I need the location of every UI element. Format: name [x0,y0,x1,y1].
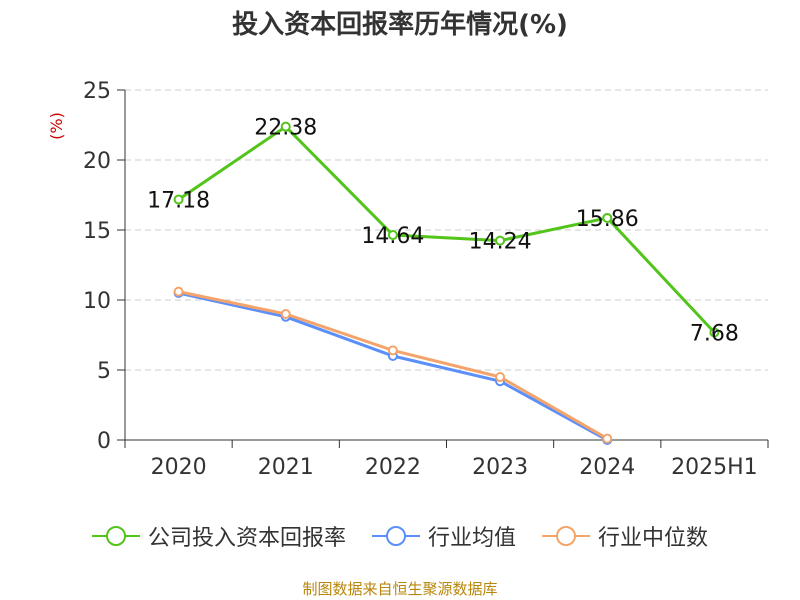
chart-legend: 公司投入资本回报率 行业均值 行业中位数 [0,520,800,552]
series-line-0 [177,125,716,334]
data-point-0 [173,194,184,205]
legend-label-industry-median: 行业中位数 [598,526,709,551]
y-tick-label: 25 [83,79,111,104]
x-tick-label: 2025H1 [671,455,758,480]
data-point-2 [280,309,291,319]
legend-label-industry-avg: 行业均值 [427,526,516,551]
data-label: 7.68 [690,321,739,346]
source-note: 制图数据来自恒生聚源数据库 [302,580,498,598]
legend-marker-industry-median [542,526,590,546]
data-point-0 [709,327,720,338]
data-point-0 [602,212,613,223]
data-point-0 [280,121,291,132]
chart-title: 投入资本回报率历年情况(%) [232,10,568,40]
legend-marker-company [91,526,140,546]
y-tick-label: 5 [97,359,111,384]
data-point-0 [387,230,398,241]
legend-marker-industry-avg [371,526,420,546]
legend-item-company[interactable]: 公司投入资本回报率 [91,520,346,552]
data-label: 17.18 [147,188,210,213]
data-point-0 [495,235,506,246]
x-tick-label: 2020 [151,455,207,480]
data-point-2 [602,433,613,444]
y-tick-label: 20 [83,149,111,174]
data-label: 14.24 [469,230,532,255]
legend-item-industry-median[interactable]: 行业中位数 [542,520,708,552]
y-axis-label: (%) [47,112,66,140]
x-tick-label: 2023 [472,455,528,480]
series-line-1 [178,291,608,442]
data-point-2 [495,372,506,382]
data-label: 15.86 [576,207,639,232]
y-tick-label: 0 [97,429,111,454]
x-tick-label: 2024 [579,455,635,480]
data-point-2 [173,286,184,297]
x-tick-label: 2021 [258,455,314,480]
legend-label-company: 公司投入资本回报率 [147,526,346,551]
y-tick-label: 15 [83,219,111,244]
data-point-2 [387,345,398,356]
data-label: 14.64 [361,224,424,249]
y-tick-label: 10 [83,289,111,314]
data-label: 22.38 [254,116,317,141]
series-line-2 [178,290,608,440]
legend-item-industry-avg[interactable]: 行业均值 [371,520,516,552]
x-tick-label: 2022 [365,455,421,480]
